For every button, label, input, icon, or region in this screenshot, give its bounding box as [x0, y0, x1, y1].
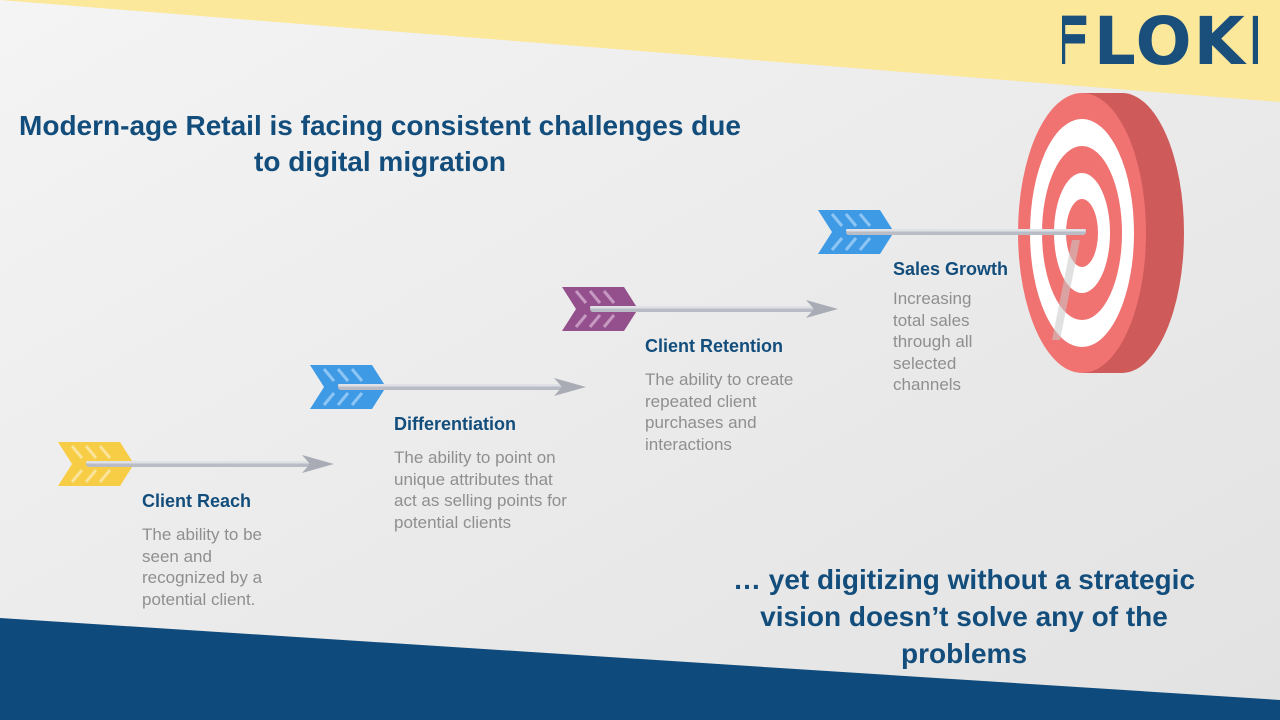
step-title-sales-growth: Sales Growth	[893, 259, 1009, 279]
step-desc-client-retention: The ability to create repeated client pu…	[645, 370, 794, 454]
arrow-differentiation	[310, 365, 586, 409]
step-title-differentiation: Differentiation	[394, 414, 517, 434]
arrow-sales-growth	[818, 210, 1086, 254]
yellow-band	[0, 0, 1280, 102]
step-title-client-retention: Client Retention	[645, 336, 783, 356]
headline: Modern-age Retail is facing consistent c…	[19, 110, 741, 177]
arrow-client-reach	[58, 442, 334, 486]
tagline: … yet digitizing without a strategic vis…	[732, 564, 1196, 669]
step-desc-sales-growth: Increasing total sales through all selec…	[893, 289, 973, 394]
svg-text:FLOKI: FLOKI	[1062, 8, 1258, 72]
step-title-client-reach: Client Reach	[142, 491, 252, 511]
floki-logo: FLOKI	[1062, 8, 1258, 72]
step-desc-client-reach: The ability to be seen and recognized by…	[142, 525, 263, 609]
step-desc-differentiation: The ability to point on unique attribute…	[394, 448, 567, 532]
navy-band	[0, 618, 1280, 720]
arrow-client-retention	[562, 287, 838, 331]
